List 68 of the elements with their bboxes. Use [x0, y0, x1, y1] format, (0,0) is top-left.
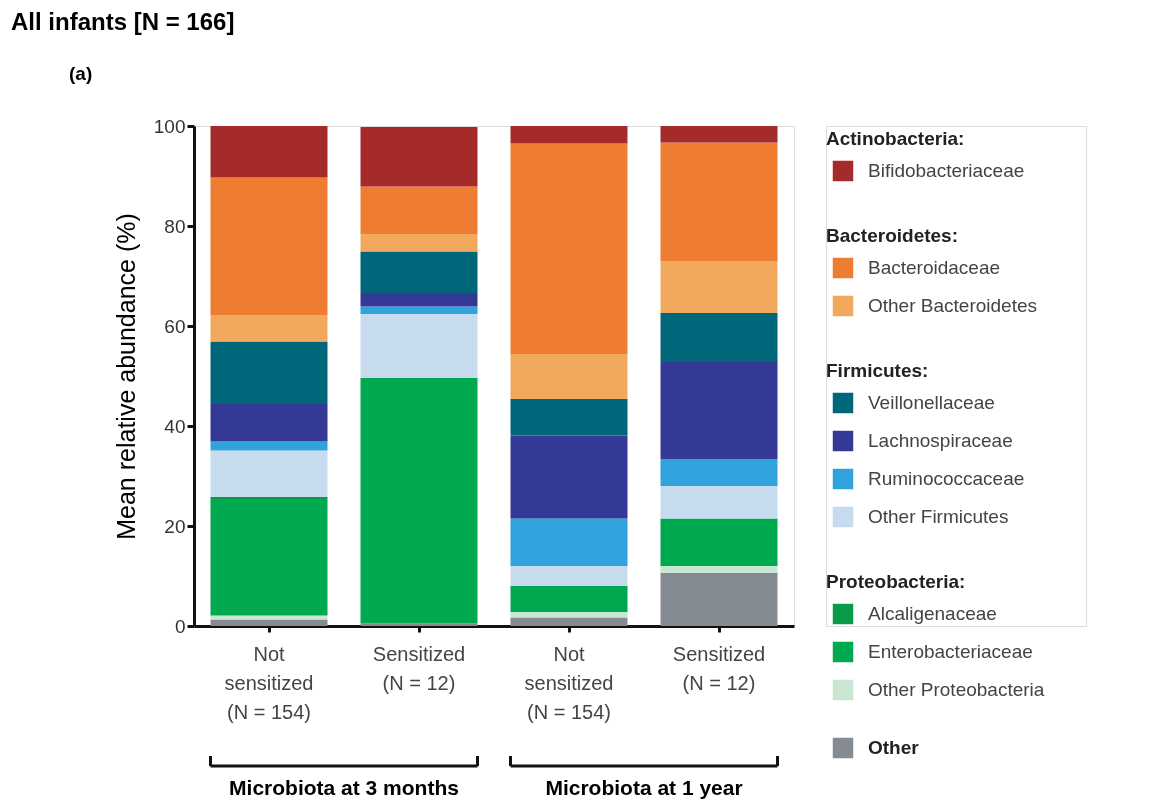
bar: [210, 126, 328, 178]
bar: [660, 126, 778, 143]
bar: [510, 566, 628, 586]
text: Microbiota at 1 year: [545, 776, 743, 799]
bar: [660, 313, 778, 362]
bar: [660, 459, 778, 486]
bar: [360, 127, 478, 187]
bar: [660, 486, 778, 519]
text: Microbiota at 3 months: [229, 776, 459, 799]
x-tick-label: Not sensitized (N = 154): [524, 642, 614, 723]
bar: [510, 399, 628, 436]
legend-label: Bacteroidaceae: [868, 257, 1001, 278]
legend-label: Other: [868, 737, 920, 758]
y-axis-title: Mean relative abundance (%): [111, 213, 140, 540]
text: Proteobacteria:: [826, 571, 966, 592]
legend-label: Other Firmicutes: [868, 506, 1009, 527]
bar: [360, 378, 478, 624]
bar: [660, 261, 778, 313]
bar: [660, 573, 778, 626]
bar: [210, 615, 328, 620]
y-tick-label: 20: [164, 515, 186, 537]
legend-label: Veillonellaceae: [868, 392, 995, 413]
bar: [210, 450, 328, 497]
x-tick-label: Not sensitized (N = 154): [224, 642, 314, 723]
y-tick-label: 60: [164, 315, 186, 337]
bar: [210, 619, 328, 626]
bar: [510, 126, 628, 144]
bar: [210, 404, 328, 442]
legend-label: Alcaligenaceae: [868, 603, 997, 624]
bar: [510, 518, 628, 566]
bar: [360, 314, 478, 378]
bar: [660, 566, 778, 573]
legend-label: Lachnospiraceae: [868, 430, 1013, 451]
text: Actinobacteria:: [826, 128, 965, 149]
text: Firmicutes:: [826, 360, 929, 381]
bar: [360, 251, 478, 293]
legend-label: Enterobacteriaceae: [868, 641, 1033, 662]
text: Bacteroidetes:: [826, 225, 958, 246]
bar: [360, 234, 478, 252]
y-tick-label: 0: [174, 615, 186, 637]
bar: [360, 186, 478, 234]
bar: [510, 586, 628, 612]
bar: [210, 315, 328, 342]
bar: [210, 441, 328, 451]
bar: [360, 293, 478, 307]
legend-label: Other Proteobacteria: [868, 679, 1045, 700]
bar: [360, 306, 478, 314]
y-tick-label: 40: [164, 415, 186, 437]
bar: [510, 435, 628, 519]
x-tick-label: Sensitized (N = 12): [372, 642, 466, 694]
bar: [510, 612, 628, 618]
bar: [660, 518, 778, 566]
x-tick-label: Sensitized (N = 12): [672, 642, 766, 694]
legend-label: Bifidobacteriaceae: [868, 160, 1025, 181]
bar: [210, 341, 328, 404]
bar: [510, 143, 628, 354]
chart-title: All infants [N = 166]: [11, 8, 235, 35]
bar: [510, 354, 628, 399]
bar: [660, 142, 778, 262]
y-tick-label: 100: [153, 115, 186, 137]
bar: [210, 499, 328, 616]
legend-label: Other Bacteroidetes: [868, 295, 1037, 316]
y-tick-label: 80: [164, 215, 186, 237]
bar: [510, 617, 628, 626]
bar: [660, 362, 778, 459]
text: (a): [69, 63, 93, 84]
bar: [210, 177, 328, 316]
legend-label: Ruminococcaceae: [868, 468, 1025, 489]
